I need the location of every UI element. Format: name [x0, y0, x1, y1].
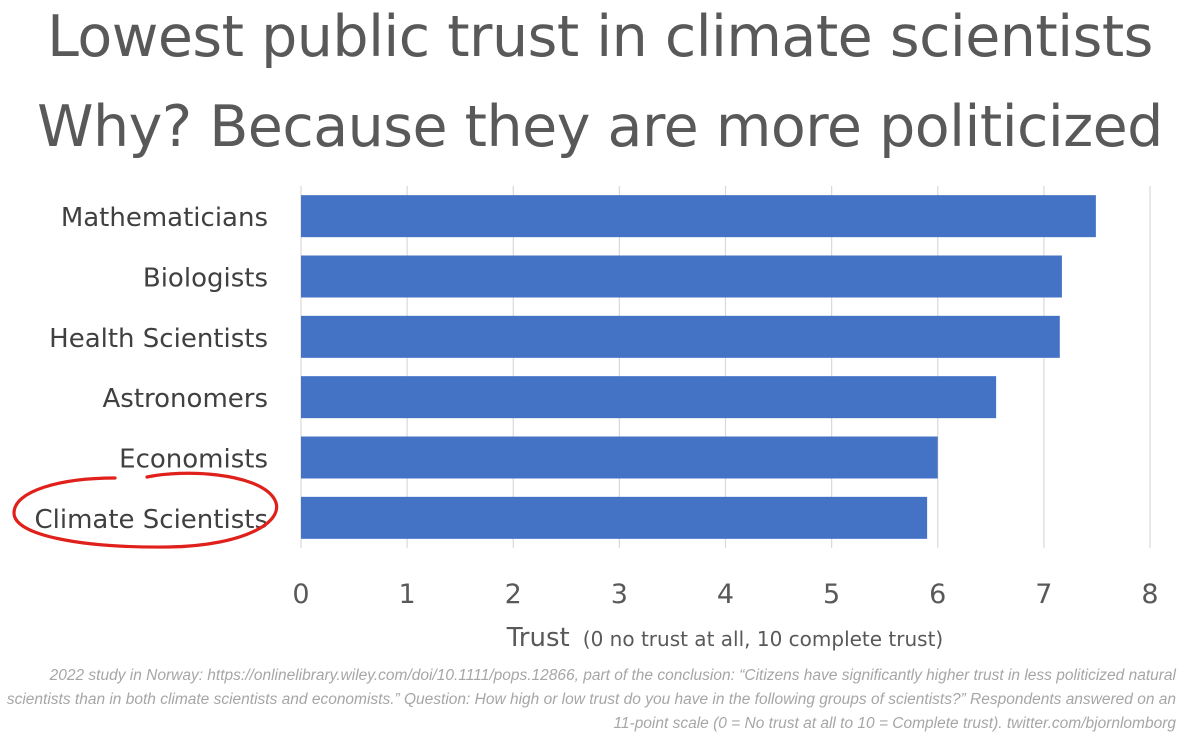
x-axis-label: Trust (0 no trust at all, 10 complete tr…: [506, 623, 944, 653]
category-label: Astronomers: [103, 384, 269, 414]
chart-title: Lowest public trust in climate scientist…: [47, 4, 1153, 70]
x-tick-label: 2: [505, 579, 522, 610]
category-label: Climate Scientists: [34, 505, 268, 535]
x-tick-label: 0: [292, 579, 309, 610]
highlight-circle: [12, 471, 279, 549]
x-tick-label: 5: [823, 579, 840, 610]
bar: [301, 436, 938, 479]
category-label: Economists: [119, 445, 268, 475]
x-tick-label: 7: [1035, 579, 1052, 610]
x-tick-label: 4: [717, 579, 734, 610]
source-note: 2022 study in Norway: https://onlinelibr…: [6, 667, 1176, 732]
x-axis-label-main: Trust: [506, 623, 570, 653]
x-axis-label-note: (0 no trust at all, 10 complete trust): [583, 627, 943, 651]
category-label: Biologists: [143, 264, 268, 294]
chart-subtitle: Why? Because they are more politicized: [37, 94, 1163, 160]
x-tick-label: 8: [1141, 579, 1158, 610]
bar: [301, 315, 1060, 358]
bar: [301, 496, 928, 539]
x-tick-label: 1: [399, 579, 416, 610]
category-label: Mathematicians: [61, 203, 268, 233]
category-label: Health Scientists: [49, 324, 268, 354]
bar: [301, 376, 997, 419]
bar: [301, 195, 1096, 238]
x-tick-label: 6: [929, 579, 946, 610]
x-tick-label: 3: [611, 579, 628, 610]
bar: [301, 255, 1062, 298]
